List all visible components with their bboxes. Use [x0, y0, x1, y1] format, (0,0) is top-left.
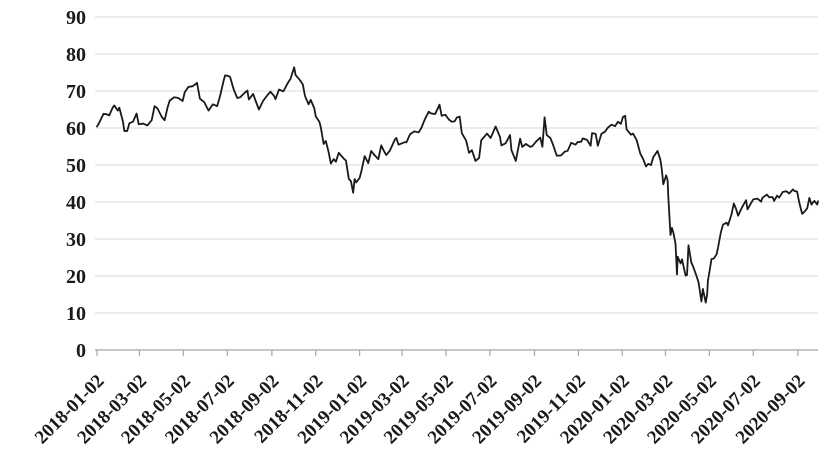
y-tick-label: 20 — [66, 266, 86, 288]
y-tick-label: 10 — [66, 303, 86, 325]
y-gridlines — [95, 16, 818, 314]
y-tick-label: 90 — [66, 7, 86, 29]
y-tick-label: 80 — [66, 44, 86, 66]
y-tick-label: 60 — [66, 118, 86, 140]
series-line — [96, 66, 819, 304]
x-axis-tick-labels: 2018-01-022018-03-022018-05-022018-07-02… — [31, 371, 809, 449]
x-axis-ticks — [96, 350, 799, 356]
y-tick-label: 40 — [66, 192, 86, 214]
y-tick-label: 50 — [66, 155, 86, 177]
y-tick-label: 30 — [66, 229, 86, 251]
y-tick-label: 0 — [76, 340, 86, 362]
y-tick-label: 70 — [66, 81, 86, 103]
y-axis-tick-labels: 0 10 20 30 40 50 60 70 80 90 — [66, 7, 86, 362]
